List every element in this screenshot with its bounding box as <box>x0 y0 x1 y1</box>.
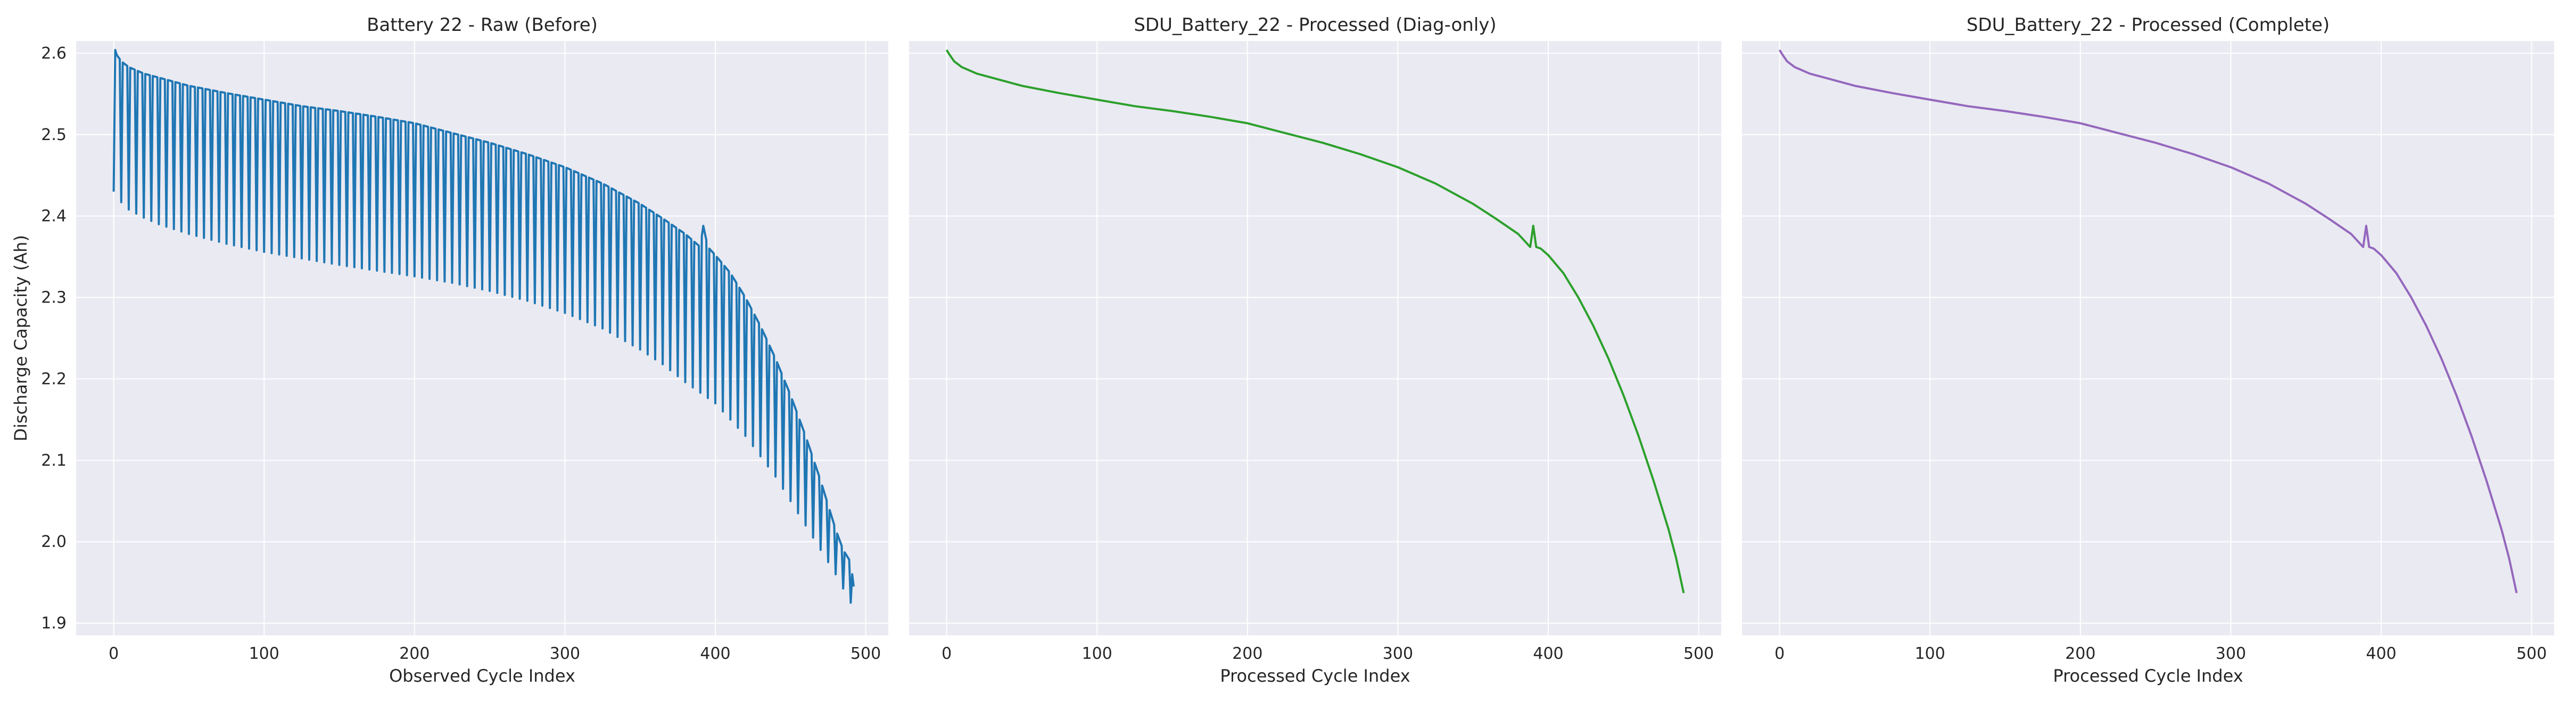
tick-labels: 0 100 200 300 400 500 <box>1774 644 2547 663</box>
y-tick-label: 2.5 <box>41 126 67 144</box>
x-tick-label: 500 <box>2516 644 2547 663</box>
x-tick-label: 300 <box>550 644 580 663</box>
chart-title: Battery 22 - Raw (Before) <box>367 14 598 36</box>
panel-2: 0 100 200 300 400 500 SDU_Battery_22 - Proces… <box>909 14 1721 686</box>
x-tick-label: 400 <box>1533 644 1563 663</box>
grid <box>1742 41 2554 635</box>
data-lines <box>112 48 855 604</box>
x-axis-label: Observed Cycle Index <box>389 666 575 686</box>
x-tick-label: 300 <box>2216 644 2246 663</box>
y-tick-label: 2.4 <box>41 207 67 226</box>
data-lines <box>945 49 1685 593</box>
x-axis-label: Processed Cycle Index <box>1220 666 1410 686</box>
chart-title: SDU_Battery_22 - Processed (Diag-only) <box>1134 14 1496 36</box>
tick-labels: 0 100 200 300 400 500 1.9 2.0 2.1 2.2 2.3 2.4 2.5 2.6 <box>41 44 881 663</box>
x-tick-label: 400 <box>700 644 730 663</box>
x-tick-label: 200 <box>2065 644 2095 663</box>
x-tick-label: 200 <box>399 644 430 663</box>
data-lines <box>1778 49 2518 593</box>
x-tick-label: 200 <box>1232 644 1262 663</box>
x-tick-label: 100 <box>249 644 279 663</box>
grid <box>909 41 1721 635</box>
y-tick-label: 2.1 <box>41 451 67 470</box>
x-tick-label: 500 <box>851 644 881 663</box>
x-axis-label: Processed Cycle Index <box>2053 666 2243 686</box>
x-tick-label: 0 <box>1774 644 1785 663</box>
series-line <box>1778 49 2518 593</box>
y-tick-label: 2.2 <box>41 370 67 388</box>
tick-labels: 0 100 200 300 400 500 <box>942 644 1714 663</box>
y-tick-label: 2.3 <box>41 289 67 307</box>
x-tick-label: 0 <box>942 644 952 663</box>
x-tick-label: 500 <box>1683 644 1714 663</box>
series-line <box>945 49 1685 593</box>
x-tick-label: 300 <box>1383 644 1413 663</box>
panel-3: 0 100 200 300 400 500 SDU_Battery_22 - Proces… <box>1742 14 2554 686</box>
x-tick-label: 100 <box>1082 644 1112 663</box>
x-tick-label: 0 <box>109 644 119 663</box>
x-tick-label: 400 <box>2366 644 2396 663</box>
y-tick-label: 2.6 <box>41 44 67 63</box>
series-line <box>112 48 855 604</box>
x-tick-label: 100 <box>1915 644 1945 663</box>
y-axis-label: Discharge Capacity (Ah) <box>11 235 31 442</box>
y-tick-label: 2.0 <box>41 533 67 551</box>
chart-title: SDU_Battery_22 - Processed (Complete) <box>1967 14 2330 36</box>
y-tick-label: 1.9 <box>41 614 67 633</box>
panel-1: 0 100 200 300 400 500 1.9 2.0 2.1 2.2 2.3 2.4 2.5 2.6… <box>11 14 888 686</box>
